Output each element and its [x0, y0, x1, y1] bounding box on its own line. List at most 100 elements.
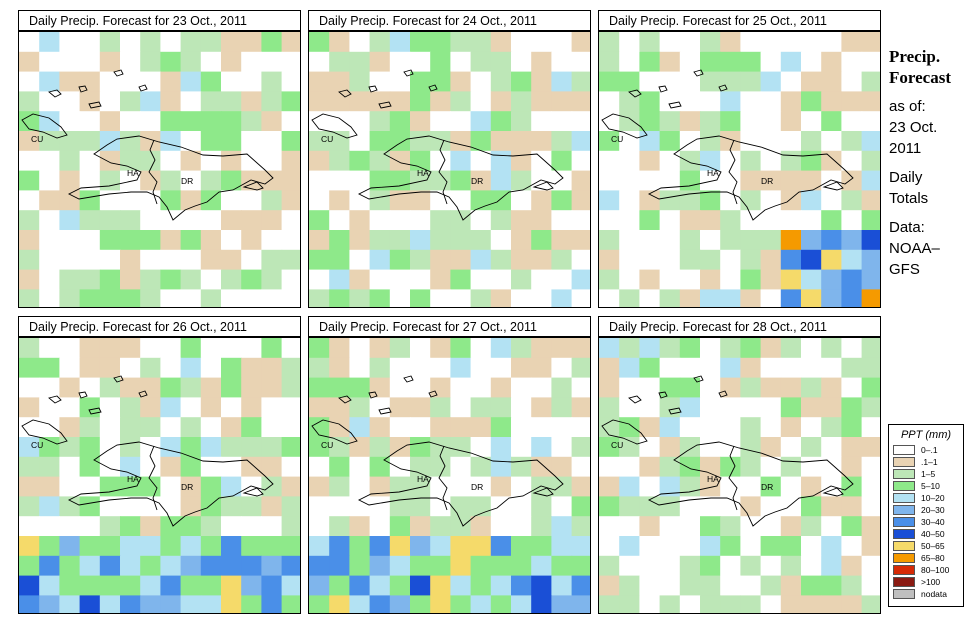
grid-cell — [261, 397, 283, 418]
grid-cell — [329, 575, 350, 596]
coastline — [718, 390, 728, 398]
sidebar-title-line1: Precip. — [889, 47, 941, 66]
grid-cell — [281, 456, 300, 478]
grid-cell — [760, 456, 782, 478]
grid-cell — [720, 377, 741, 398]
grid-cell — [821, 476, 842, 497]
grid-cell — [619, 150, 640, 172]
grid-cell — [349, 269, 371, 290]
grid-cell — [369, 357, 391, 379]
grid-cell — [221, 377, 242, 398]
grid-cell — [329, 51, 350, 73]
grid-cell — [389, 536, 411, 557]
grid-cell — [349, 111, 371, 132]
grid-cell — [389, 397, 411, 418]
country-label: CU — [611, 440, 623, 450]
grid-cell — [120, 595, 141, 613]
grid-cell — [700, 32, 721, 53]
grid-cell — [369, 230, 391, 251]
grid-cell — [679, 476, 701, 497]
grid-cell — [39, 32, 60, 53]
coastline — [357, 135, 564, 221]
grid-cell — [599, 476, 620, 497]
grid-cell — [740, 338, 762, 359]
grid-cell — [740, 269, 762, 290]
grid-cell — [700, 397, 721, 418]
grid-cell — [59, 595, 81, 613]
grid-cell — [780, 131, 802, 152]
grid-cell — [720, 397, 741, 418]
grid-cell — [531, 249, 552, 271]
grid-cell — [821, 516, 842, 537]
grid-cell — [180, 357, 202, 379]
grid-cell — [619, 190, 640, 211]
grid-cell — [430, 51, 451, 73]
grid-cell — [821, 555, 842, 577]
grid-cell — [79, 71, 101, 92]
grid-cell — [511, 575, 532, 596]
grid-cell — [679, 230, 701, 251]
coastline-outline — [601, 375, 854, 527]
sidebar-date-line1: 23 Oct. — [889, 119, 938, 136]
grid-cell — [571, 289, 590, 307]
grid-cell — [39, 71, 60, 92]
grid-cell — [571, 496, 590, 517]
grid-cell — [200, 91, 222, 112]
grid-cell — [120, 170, 141, 191]
grid-cell — [309, 170, 330, 191]
grid-cell — [200, 437, 222, 458]
grid-cell — [760, 71, 782, 92]
grid-cell — [490, 111, 512, 132]
grid-cell — [780, 111, 802, 132]
grid-cell — [369, 338, 391, 359]
grid-cell — [531, 555, 552, 577]
grid-cell — [861, 91, 880, 112]
grid-cell — [39, 338, 60, 359]
grid-cell — [19, 437, 40, 458]
grid-cell — [599, 516, 620, 537]
grid-cell — [349, 289, 371, 307]
grid-cell — [571, 516, 590, 537]
grid-cell — [59, 338, 81, 359]
grid-cell — [700, 536, 721, 557]
legend-swatch — [893, 529, 915, 539]
legend-row: >100 — [889, 576, 963, 588]
grid-cell — [679, 357, 701, 379]
grid-cell — [140, 357, 161, 379]
grid-cell — [639, 289, 661, 307]
grid-cell — [329, 289, 350, 307]
grid-cell — [760, 575, 782, 596]
coastline — [21, 419, 68, 445]
grid-cell — [700, 230, 721, 251]
grid-cell — [821, 437, 842, 458]
grid-cell — [841, 111, 863, 132]
grid-cell — [329, 338, 350, 359]
country-label: CU — [31, 440, 43, 450]
grid-cell — [410, 555, 431, 577]
sidebar-data-line1: Data: — [889, 219, 925, 236]
grid-cell — [369, 476, 391, 497]
grid-cell — [571, 397, 590, 418]
grid-cell — [571, 377, 590, 398]
grid-cell — [410, 170, 431, 191]
grid-cell — [740, 230, 762, 251]
coastline — [658, 391, 668, 399]
grid-cell — [281, 190, 300, 211]
grid-cell — [821, 289, 842, 307]
grid-cell — [39, 269, 60, 290]
coastline — [822, 487, 844, 497]
grid-cell — [281, 150, 300, 172]
forecast-panel: Daily Precip. Forecast for 27 Oct., 2011… — [308, 316, 591, 614]
precip-grid: CU HA DR — [599, 338, 880, 613]
grid-cell — [200, 249, 222, 271]
grid-cell — [841, 397, 863, 418]
grid-cell — [19, 536, 40, 557]
grid-cell — [821, 131, 842, 152]
legend-label: 30–40 — [921, 517, 945, 527]
grid-cell — [241, 190, 262, 211]
grid-cell — [470, 555, 492, 577]
grid-cell — [281, 131, 300, 152]
grid-cell — [599, 91, 620, 112]
grid-cell — [200, 536, 222, 557]
grid-cell — [780, 456, 802, 478]
